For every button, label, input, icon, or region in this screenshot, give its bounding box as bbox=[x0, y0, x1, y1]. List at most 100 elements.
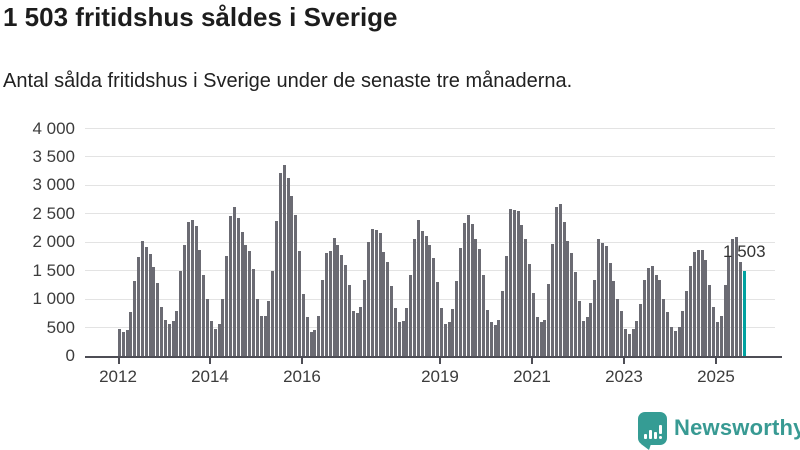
bar bbox=[252, 268, 256, 356]
bar bbox=[148, 254, 152, 356]
bar bbox=[482, 274, 486, 356]
y-axis-tick-label: 1 000 bbox=[32, 289, 75, 309]
bar bbox=[597, 239, 601, 356]
bar bbox=[470, 224, 474, 356]
bar bbox=[209, 320, 213, 356]
gridline bbox=[85, 213, 775, 215]
x-axis-tick-label: 2012 bbox=[99, 367, 137, 386]
x-axis-tick-label: 2016 bbox=[283, 367, 321, 386]
bar bbox=[163, 319, 167, 356]
x-axis-tick bbox=[623, 358, 626, 364]
bar bbox=[278, 172, 282, 356]
bar bbox=[531, 292, 535, 356]
gridline bbox=[85, 184, 775, 186]
bar bbox=[121, 332, 125, 356]
bar bbox=[133, 281, 137, 356]
bar bbox=[175, 311, 179, 356]
bar bbox=[309, 331, 313, 356]
bar bbox=[731, 238, 735, 356]
bar bbox=[646, 268, 650, 356]
bar bbox=[585, 316, 589, 356]
bar bbox=[447, 322, 451, 356]
newsworthy-wordmark: Newsworthy bbox=[674, 415, 800, 440]
bar bbox=[623, 328, 627, 356]
bar bbox=[382, 251, 386, 356]
y-axis-tick-label: 2 000 bbox=[32, 232, 75, 252]
gridline bbox=[85, 128, 775, 129]
bar bbox=[466, 215, 470, 356]
bar bbox=[118, 329, 121, 356]
bar bbox=[497, 320, 501, 356]
bar bbox=[689, 265, 693, 356]
bar bbox=[719, 315, 723, 356]
bar bbox=[179, 271, 183, 356]
bar bbox=[267, 300, 271, 356]
x-axis-tick-label: 2014 bbox=[191, 367, 229, 386]
newsworthy-logo[interactable]: Newsworthy bbox=[638, 411, 800, 450]
logo-exclamation-icon bbox=[658, 424, 662, 439]
y-axis-tick-label: 0 bbox=[65, 346, 75, 365]
bar bbox=[347, 285, 351, 356]
bar bbox=[344, 265, 348, 356]
page-title: 1 503 fritidshus såldes i Sverige bbox=[3, 2, 398, 32]
bar bbox=[321, 280, 325, 356]
bar bbox=[351, 310, 355, 356]
bar bbox=[485, 310, 489, 356]
bar bbox=[512, 209, 516, 356]
bar bbox=[271, 270, 275, 356]
bar bbox=[393, 307, 397, 356]
bar bbox=[232, 206, 236, 356]
x-axis-tick bbox=[439, 358, 442, 364]
bar bbox=[474, 239, 478, 356]
x-axis-tick-label: 2021 bbox=[513, 367, 551, 386]
bar bbox=[547, 283, 551, 356]
chart-subtitle: Antal sålda fritidshus i Sverige under d… bbox=[3, 70, 573, 92]
bar bbox=[328, 250, 332, 356]
bar bbox=[620, 310, 624, 356]
bar bbox=[263, 316, 267, 356]
x-axis-tick bbox=[531, 358, 534, 364]
bar bbox=[213, 328, 217, 356]
bar bbox=[386, 261, 390, 356]
bar bbox=[478, 249, 482, 356]
bar bbox=[129, 311, 133, 356]
bar bbox=[558, 204, 562, 356]
bar bbox=[428, 245, 432, 356]
bar bbox=[669, 327, 673, 356]
bar bbox=[566, 240, 570, 356]
bar bbox=[516, 211, 520, 356]
bar bbox=[152, 267, 156, 356]
bar bbox=[727, 255, 731, 356]
bar bbox=[420, 231, 424, 356]
bar bbox=[608, 263, 612, 356]
bar bbox=[443, 324, 447, 356]
bar bbox=[600, 242, 604, 356]
bar bbox=[631, 328, 635, 356]
bar bbox=[459, 247, 463, 356]
bar bbox=[708, 285, 712, 356]
bar bbox=[275, 221, 279, 356]
bar bbox=[298, 251, 302, 356]
bar bbox=[501, 291, 505, 356]
bar bbox=[202, 274, 206, 356]
bar bbox=[673, 330, 677, 356]
bar bbox=[294, 215, 298, 356]
bar bbox=[125, 329, 129, 356]
bar bbox=[535, 317, 539, 356]
bar bbox=[144, 247, 148, 356]
bar bbox=[390, 286, 394, 356]
bar bbox=[432, 258, 436, 356]
bar bbox=[635, 320, 639, 356]
highlight-value-label: 1 503 bbox=[723, 241, 766, 261]
bar bbox=[700, 250, 704, 356]
bar bbox=[229, 215, 233, 356]
bar bbox=[616, 299, 620, 356]
bar bbox=[650, 266, 654, 356]
bar bbox=[524, 239, 528, 356]
bar bbox=[359, 306, 363, 356]
logo-bar-icon bbox=[648, 429, 652, 439]
bar bbox=[593, 279, 597, 356]
y-axis-tick-label: 500 bbox=[46, 317, 75, 337]
bar bbox=[413, 238, 417, 356]
bar bbox=[462, 223, 466, 356]
